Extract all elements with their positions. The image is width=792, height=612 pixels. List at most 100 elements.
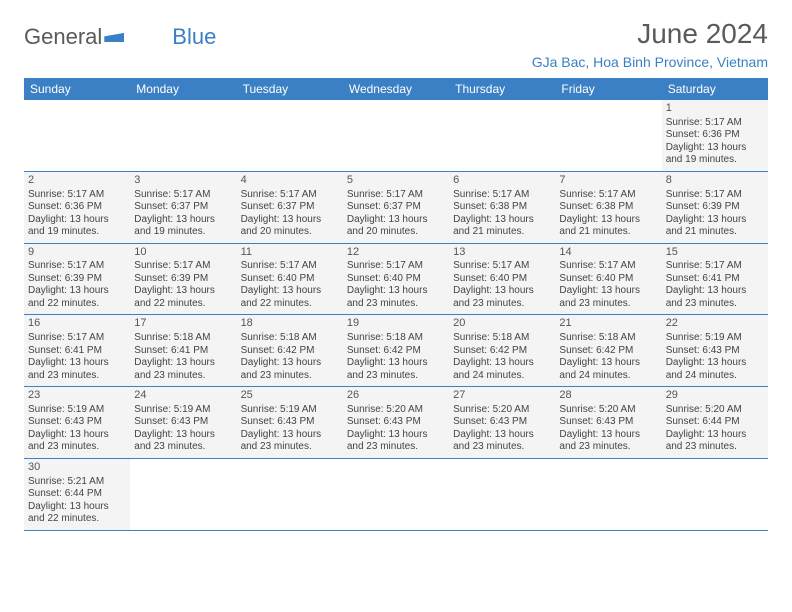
- sunrise-line: Sunrise: 5:17 AM: [28, 260, 126, 273]
- day-cell: 29Sunrise: 5:20 AMSunset: 6:44 PMDayligh…: [662, 387, 768, 458]
- day-cell: 25Sunrise: 5:19 AMSunset: 6:43 PMDayligh…: [237, 387, 343, 458]
- day-number: 29: [666, 389, 764, 403]
- sunrise-line: Sunrise: 5:17 AM: [134, 260, 232, 273]
- day-cell: 13Sunrise: 5:17 AMSunset: 6:40 PMDayligh…: [449, 244, 555, 315]
- sunset-line: Sunset: 6:43 PM: [28, 416, 126, 429]
- day-number: 27: [453, 389, 551, 403]
- day-cell: 14Sunrise: 5:17 AMSunset: 6:40 PMDayligh…: [555, 244, 661, 315]
- sunset-line: Sunset: 6:36 PM: [28, 201, 126, 214]
- sunset-line: Sunset: 6:41 PM: [134, 345, 232, 358]
- day-cell: 15Sunrise: 5:17 AMSunset: 6:41 PMDayligh…: [662, 244, 768, 315]
- day-cell-empty: [237, 459, 343, 530]
- daylight-line: Daylight: 13 hours and 23 minutes.: [453, 429, 551, 454]
- week-row: 2Sunrise: 5:17 AMSunset: 6:36 PMDaylight…: [24, 172, 768, 244]
- day-cell-empty: [555, 459, 661, 530]
- day-number: 15: [666, 246, 764, 260]
- daylight-line: Daylight: 13 hours and 23 minutes.: [347, 285, 445, 310]
- sunrise-line: Sunrise: 5:18 AM: [453, 332, 551, 345]
- sunrise-line: Sunrise: 5:17 AM: [559, 260, 657, 273]
- day-number: 25: [241, 389, 339, 403]
- sunrise-line: Sunrise: 5:17 AM: [453, 189, 551, 202]
- day-header-saturday: Saturday: [662, 78, 768, 100]
- day-cell: 7Sunrise: 5:17 AMSunset: 6:38 PMDaylight…: [555, 172, 661, 243]
- sunset-line: Sunset: 6:38 PM: [453, 201, 551, 214]
- day-cell: 27Sunrise: 5:20 AMSunset: 6:43 PMDayligh…: [449, 387, 555, 458]
- day-cell-empty: [237, 100, 343, 171]
- sunrise-line: Sunrise: 5:17 AM: [28, 332, 126, 345]
- sunset-line: Sunset: 6:43 PM: [559, 416, 657, 429]
- sunrise-line: Sunrise: 5:17 AM: [241, 260, 339, 273]
- day-cell: 2Sunrise: 5:17 AMSunset: 6:36 PMDaylight…: [24, 172, 130, 243]
- sunset-line: Sunset: 6:44 PM: [666, 416, 764, 429]
- day-cell-empty: [24, 100, 130, 171]
- sunrise-line: Sunrise: 5:17 AM: [666, 117, 764, 130]
- daylight-line: Daylight: 13 hours and 24 minutes.: [453, 357, 551, 382]
- day-cell: 4Sunrise: 5:17 AMSunset: 6:37 PMDaylight…: [237, 172, 343, 243]
- day-number: 22: [666, 317, 764, 331]
- day-cell-empty: [343, 459, 449, 530]
- logo-text-2: Blue: [124, 24, 216, 49]
- daylight-line: Daylight: 13 hours and 21 minutes.: [666, 214, 764, 239]
- header: GeneralBlue June 2024 GJa Bac, Hoa Binh …: [24, 18, 768, 70]
- day-cell: 5Sunrise: 5:17 AMSunset: 6:37 PMDaylight…: [343, 172, 449, 243]
- day-number: 11: [241, 246, 339, 260]
- day-cell: 10Sunrise: 5:17 AMSunset: 6:39 PMDayligh…: [130, 244, 236, 315]
- day-number: 2: [28, 174, 126, 188]
- day-number: 24: [134, 389, 232, 403]
- daylight-line: Daylight: 13 hours and 23 minutes.: [28, 429, 126, 454]
- month-title: June 2024: [532, 18, 768, 50]
- sunrise-line: Sunrise: 5:17 AM: [666, 189, 764, 202]
- day-cell: 28Sunrise: 5:20 AMSunset: 6:43 PMDayligh…: [555, 387, 661, 458]
- sunrise-line: Sunrise: 5:17 AM: [453, 260, 551, 273]
- daylight-line: Daylight: 13 hours and 22 minutes.: [241, 285, 339, 310]
- day-number: 30: [28, 461, 126, 475]
- day-cell: 16Sunrise: 5:17 AMSunset: 6:41 PMDayligh…: [24, 315, 130, 386]
- sunset-line: Sunset: 6:43 PM: [666, 345, 764, 358]
- day-number: 21: [559, 317, 657, 331]
- day-number: 13: [453, 246, 551, 260]
- sunrise-line: Sunrise: 5:17 AM: [347, 260, 445, 273]
- sunset-line: Sunset: 6:43 PM: [241, 416, 339, 429]
- day-number: 7: [559, 174, 657, 188]
- day-number: 1: [666, 102, 764, 116]
- day-cell: 24Sunrise: 5:19 AMSunset: 6:43 PMDayligh…: [130, 387, 236, 458]
- sunrise-line: Sunrise: 5:17 AM: [241, 189, 339, 202]
- calendar-page: GeneralBlue June 2024 GJa Bac, Hoa Binh …: [0, 0, 792, 549]
- week-row: 9Sunrise: 5:17 AMSunset: 6:39 PMDaylight…: [24, 244, 768, 316]
- sunrise-line: Sunrise: 5:17 AM: [559, 189, 657, 202]
- sunset-line: Sunset: 6:39 PM: [28, 273, 126, 286]
- day-header-tuesday: Tuesday: [237, 78, 343, 100]
- day-cell: 19Sunrise: 5:18 AMSunset: 6:42 PMDayligh…: [343, 315, 449, 386]
- daylight-line: Daylight: 13 hours and 23 minutes.: [134, 429, 232, 454]
- sunset-line: Sunset: 6:36 PM: [666, 129, 764, 142]
- sunrise-line: Sunrise: 5:18 AM: [559, 332, 657, 345]
- sunset-line: Sunset: 6:41 PM: [28, 345, 126, 358]
- day-cell: 18Sunrise: 5:18 AMSunset: 6:42 PMDayligh…: [237, 315, 343, 386]
- sunset-line: Sunset: 6:42 PM: [241, 345, 339, 358]
- day-cell: 6Sunrise: 5:17 AMSunset: 6:38 PMDaylight…: [449, 172, 555, 243]
- day-header-thursday: Thursday: [449, 78, 555, 100]
- sunrise-line: Sunrise: 5:18 AM: [241, 332, 339, 345]
- sunset-line: Sunset: 6:44 PM: [28, 488, 126, 501]
- daylight-line: Daylight: 13 hours and 23 minutes.: [28, 357, 126, 382]
- daylight-line: Daylight: 13 hours and 23 minutes.: [666, 429, 764, 454]
- sunrise-line: Sunrise: 5:20 AM: [347, 404, 445, 417]
- day-number: 9: [28, 246, 126, 260]
- logo-flag-icon: [104, 28, 124, 42]
- daylight-line: Daylight: 13 hours and 22 minutes.: [134, 285, 232, 310]
- sunrise-line: Sunrise: 5:17 AM: [28, 189, 126, 202]
- sunrise-line: Sunrise: 5:17 AM: [666, 260, 764, 273]
- sunset-line: Sunset: 6:40 PM: [453, 273, 551, 286]
- sunset-line: Sunset: 6:39 PM: [134, 273, 232, 286]
- sunset-line: Sunset: 6:43 PM: [347, 416, 445, 429]
- sunset-line: Sunset: 6:42 PM: [559, 345, 657, 358]
- daylight-line: Daylight: 13 hours and 20 minutes.: [347, 214, 445, 239]
- sunrise-line: Sunrise: 5:19 AM: [28, 404, 126, 417]
- day-cell: 3Sunrise: 5:17 AMSunset: 6:37 PMDaylight…: [130, 172, 236, 243]
- day-number: 16: [28, 317, 126, 331]
- daylight-line: Daylight: 13 hours and 23 minutes.: [666, 285, 764, 310]
- day-header-row: SundayMondayTuesdayWednesdayThursdayFrid…: [24, 78, 768, 100]
- sunrise-line: Sunrise: 5:18 AM: [347, 332, 445, 345]
- day-header-monday: Monday: [130, 78, 236, 100]
- weeks-container: 1Sunrise: 5:17 AMSunset: 6:36 PMDaylight…: [24, 100, 768, 531]
